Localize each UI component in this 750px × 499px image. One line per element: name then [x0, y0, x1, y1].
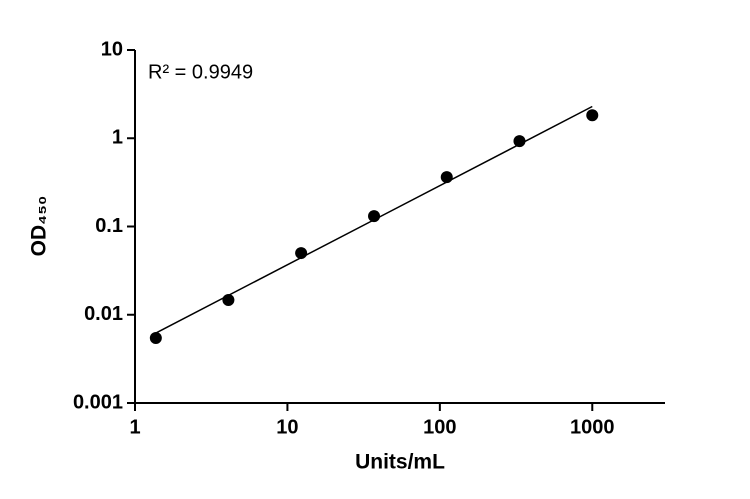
data-point: [222, 293, 235, 306]
annotation: R² = 0.9949: [148, 61, 253, 83]
data-point: [149, 332, 162, 345]
y-tick-label: 0.1: [95, 215, 123, 237]
y-axis-title: OD₄₅₀: [28, 196, 51, 257]
y-tick-label: 0.01: [84, 303, 123, 325]
x-tick-label: 100: [423, 416, 456, 438]
data-point: [513, 135, 526, 148]
data-point: [440, 171, 453, 184]
data-point: [586, 109, 599, 122]
x-axis-title: Units/mL: [355, 451, 445, 474]
y-tick-label: 10: [101, 38, 123, 60]
y-tick-label: 0.001: [73, 391, 123, 413]
data-point: [368, 210, 381, 223]
y-tick-label: 1: [112, 127, 123, 149]
data-point: [295, 247, 308, 260]
x-tick-label: 1000: [570, 416, 615, 438]
x-tick-label: 10: [276, 416, 298, 438]
x-tick-label: 1: [129, 416, 140, 438]
